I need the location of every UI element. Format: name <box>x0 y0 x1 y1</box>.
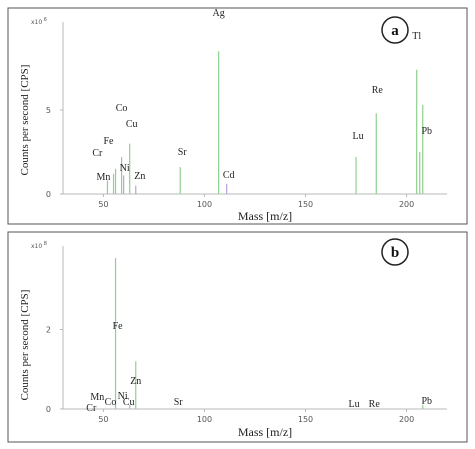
element-label-pb: Pb <box>422 396 433 407</box>
y-multiplier: x10 8 <box>31 241 47 250</box>
element-label-cr: Cr <box>86 403 97 414</box>
y-tick-label: 0 <box>46 190 51 199</box>
element-label-re: Re <box>372 85 384 96</box>
element-label-cu: Cu <box>123 397 135 408</box>
element-label-fe: Fe <box>113 321 124 332</box>
element-label-zn: Zn <box>134 171 145 182</box>
element-label-cr: Cr <box>92 148 103 159</box>
element-label-mn: Mn <box>90 392 104 403</box>
x-tick-label: 50 <box>98 415 108 424</box>
y-axis-title: Counts per second [CPS] <box>19 290 31 401</box>
element-label-lu: Lu <box>353 131 364 142</box>
x-tick-label: 200 <box>399 415 414 424</box>
x-tick-label: 100 <box>197 200 212 209</box>
panel-label-circle <box>381 238 409 266</box>
panel-label: b <box>391 245 399 261</box>
x-axis-title: Mass [m/z] <box>238 209 292 223</box>
x-tick-label: 150 <box>298 200 313 209</box>
element-label-pb: Pb <box>422 126 433 137</box>
panel-frame <box>7 7 468 225</box>
element-label-mn: Mn <box>96 172 110 183</box>
element-label-re: Re <box>369 399 381 410</box>
element-label-ag: Ag <box>213 8 225 19</box>
element-label-cu: Cu <box>126 119 138 130</box>
element-label-zn: Zn <box>130 376 141 387</box>
x-tick-label: 100 <box>197 415 212 424</box>
y-tick-label: 2 <box>46 326 51 335</box>
chart-panel-a: 50 100 150 200 0 5 x10 6 Cr Mn Fe Co Ni Cu Zn Sr Ag Cd Lu… <box>7 7 468 225</box>
element-label-sr: Sr <box>178 147 188 158</box>
element-label-sr: Sr <box>174 397 184 408</box>
y-multiplier: x10 6 <box>31 17 47 26</box>
element-label-tl: Tl <box>412 31 421 42</box>
x-tick-label: 150 <box>298 415 313 424</box>
element-label-fe: Fe <box>103 136 114 147</box>
y-axis-title: Counts per second [CPS] <box>19 65 31 176</box>
element-label-cd: Cd <box>223 170 235 181</box>
element-label-co: Co <box>105 397 117 408</box>
element-label-ni: Ni <box>118 391 128 402</box>
panel-frame <box>7 231 468 443</box>
element-label-lu: Lu <box>348 399 359 410</box>
x-tick-label: 50 <box>98 200 108 209</box>
x-tick-label: 200 <box>399 200 414 209</box>
x-axis-title: Mass [m/z] <box>238 425 292 439</box>
element-label-ni: Ni <box>120 163 130 174</box>
panel-label-circle <box>381 16 409 44</box>
y-tick-label: 5 <box>46 106 51 115</box>
y-tick-label: 0 <box>46 405 51 414</box>
element-label-co: Co <box>116 103 128 114</box>
panel-label: a <box>391 23 399 39</box>
